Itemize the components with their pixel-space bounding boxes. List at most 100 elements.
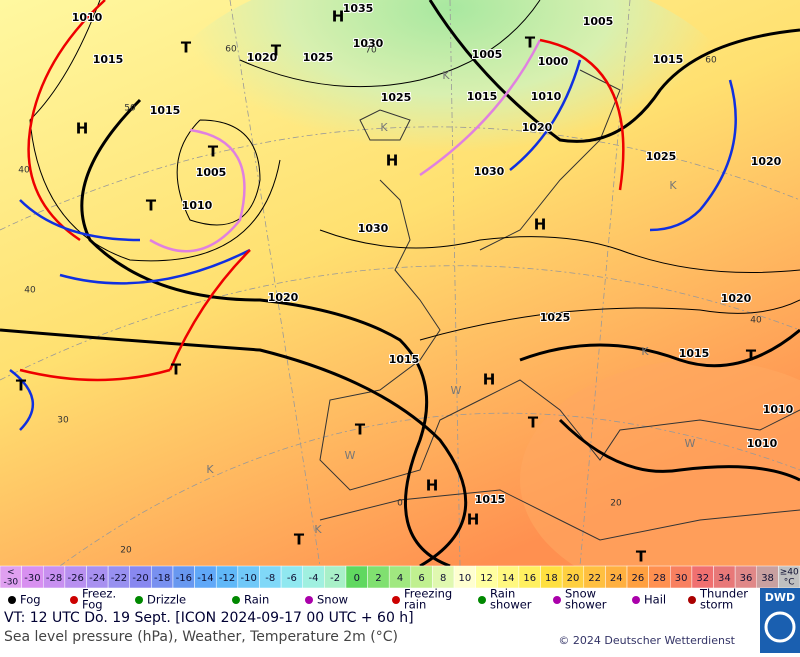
pressure-center: T: [746, 347, 757, 365]
temperature-scale: <-30 -30 -28 -26 -24 -22 -20 -18 -16 -14 -12 -10 -8-…: [0, 565, 800, 589]
scale-label: 12: [480, 573, 493, 584]
legend-label: Thunder: [699, 587, 748, 601]
pressure-center: H: [426, 477, 439, 495]
isobar-label: 1015: [467, 90, 498, 103]
isobar-label: 1025: [303, 51, 334, 64]
isobar-label: 1005: [583, 15, 614, 28]
scale-label: 22: [588, 573, 601, 584]
legend-icon: [305, 596, 313, 604]
legend-icon: [232, 596, 240, 604]
cold-area: [220, 0, 500, 80]
isobar-label: 1030: [353, 37, 384, 50]
legend-label: storm: [700, 598, 733, 612]
isobars: [0, 0, 800, 568]
isobar-label: 1025: [540, 311, 571, 324]
scale-label: 30: [675, 573, 688, 584]
legend-icon: [135, 596, 143, 604]
isobar-label: 1010: [182, 199, 213, 212]
legend-icon: [478, 596, 486, 604]
isobar-label: 1020: [751, 155, 782, 168]
graticule-label: 70: [365, 46, 377, 56]
scale-label: -10: [240, 573, 256, 584]
pressure-center: T: [355, 421, 366, 439]
legend-label: rain: [404, 598, 426, 612]
scale-label: 28: [653, 573, 666, 584]
scale-label: -26: [68, 573, 84, 584]
scale-label: -16: [176, 573, 192, 584]
scale-label: 14: [502, 573, 515, 584]
scale-label: 6: [418, 573, 424, 584]
weather-letter: W: [451, 384, 462, 397]
isobar-label: 1010: [72, 11, 103, 24]
scale-label: -12: [219, 573, 235, 584]
legend-label: Hail: [644, 593, 666, 607]
scale-label: 16: [523, 573, 536, 584]
pressure-center: T: [181, 39, 192, 57]
isobar-label: 1015: [475, 493, 506, 506]
isobar-label: 1020: [268, 291, 299, 304]
scale-label: -30: [3, 578, 18, 588]
isobar-label: 1030: [358, 222, 389, 235]
legend-label: Rain: [244, 593, 269, 607]
isobar-label: 1030: [474, 165, 505, 178]
fronts: [9, 0, 737, 431]
pressure-center: T: [636, 548, 647, 566]
weather-letter: W: [345, 449, 356, 462]
scale-label: 38: [761, 573, 774, 584]
isobar-label: 1020: [247, 51, 278, 64]
isobar-label: 1015: [93, 53, 124, 66]
isobar-label: 1005: [196, 166, 227, 179]
legend-label: Fog: [82, 598, 103, 612]
scale-label: -4: [309, 573, 319, 584]
weather-letter: K: [206, 463, 214, 476]
legend-label: shower: [565, 598, 607, 612]
scale-label: -30: [24, 573, 40, 584]
graticule-label: 20: [610, 499, 622, 509]
pressure-center: T: [525, 34, 536, 52]
weather-letter: W: [685, 437, 696, 450]
graticule-label: 20: [120, 546, 132, 556]
description: Sea level pressure (hPa), Weather, Tempe…: [4, 629, 398, 645]
scale-label: 24: [610, 573, 623, 584]
isobar-label: 1020: [522, 121, 553, 134]
weather-letter: K: [669, 179, 677, 192]
isobar-label: 1010: [531, 90, 562, 103]
scale-label: -28: [46, 573, 62, 584]
warm-area: [520, 360, 800, 600]
scale-label: °C: [784, 578, 795, 588]
scale-label: 34: [718, 573, 731, 584]
graticule-label: 40: [750, 316, 762, 326]
scale-label: 10: [458, 573, 471, 584]
pressure-center: T: [528, 414, 539, 432]
weather-legend: Fog Freez.Fog Drizzle Rain Snow FreezingrainR…: [8, 587, 748, 612]
scale-label: ≥40: [780, 568, 799, 578]
scale-label: 4: [397, 573, 403, 584]
map-labels: 1010 1015 1020 1025 1035 1030 1005 1005 1000 1015…: [16, 1, 795, 566]
legend-icon: [8, 596, 16, 604]
legend-label: Rain: [490, 587, 515, 601]
isobar-label: 1010: [747, 437, 778, 450]
scale-label: 26: [631, 573, 644, 584]
legend-label: shower: [490, 598, 532, 612]
pressure-center: H: [332, 8, 345, 26]
scale-label: -22: [111, 573, 127, 584]
isobar-label: 1025: [381, 91, 412, 104]
copyright: © 2024 Deutscher Wetterdienst: [558, 634, 735, 647]
legend-label: Snow: [565, 587, 596, 601]
scale-label: -2: [330, 573, 340, 584]
weather-letter: K: [314, 523, 322, 536]
legend-label: Freez.: [82, 587, 116, 601]
pressure-center: T: [294, 531, 305, 549]
weather-letter: K: [380, 121, 388, 134]
isobar-label: 1035: [343, 2, 374, 15]
isobar-label: 1010: [763, 403, 794, 416]
dwd-logo-text: DWD: [765, 591, 795, 604]
coastlines: [319, 69, 800, 541]
graticule-label: 50: [124, 104, 136, 114]
scale-label: 36: [740, 573, 753, 584]
scale-label: -18: [154, 573, 170, 584]
pressure-center: H: [534, 216, 547, 234]
scale-label: -20: [132, 573, 148, 584]
